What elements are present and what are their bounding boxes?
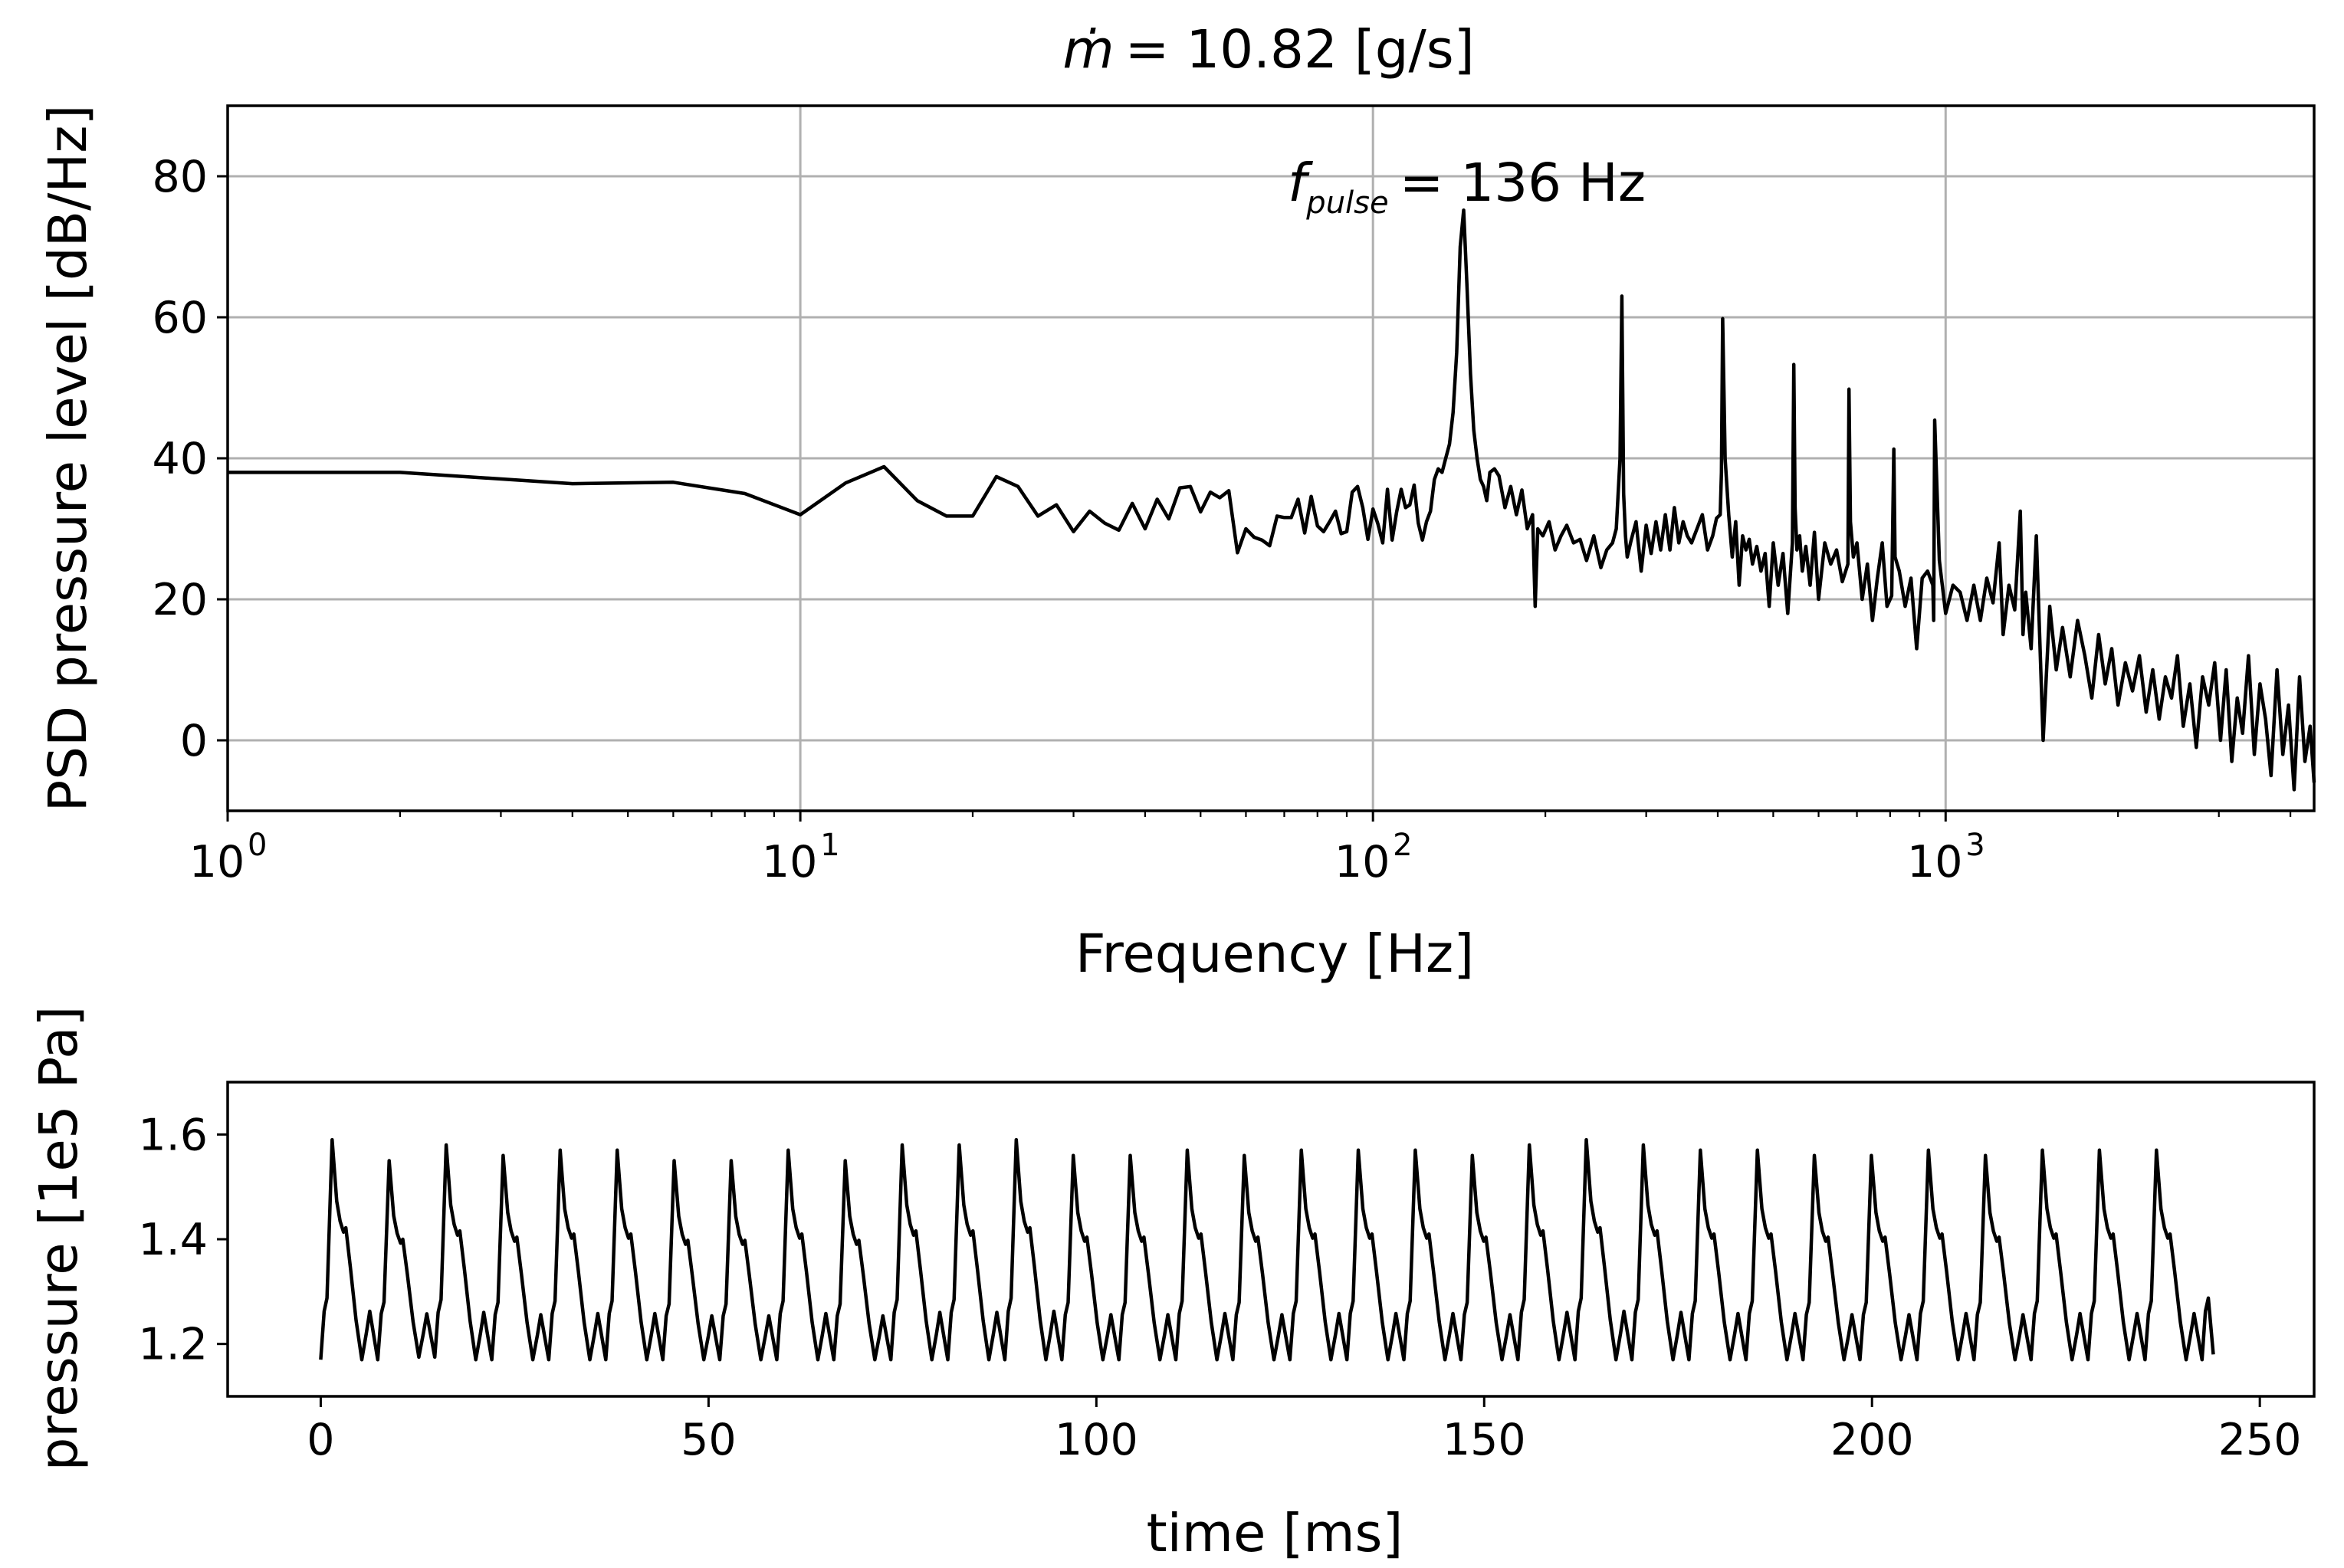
psd-y-tick-label: 40 [152,434,208,484]
psd-x-tick-label: 10 [1335,837,1390,887]
psd-x-tick-label: 10 [762,837,818,887]
psd-x-tick-exponent: 3 [1965,828,1985,863]
psd-x-tick-exponent: 2 [1393,828,1412,863]
psd-title: ṁ = 10.82 [g/s] [1062,19,1474,80]
psd-grid [226,106,2314,811]
psd-plot-frame [226,104,2316,812]
pressure-x-tick-label: 250 [2218,1415,2302,1465]
psd-series-line [228,208,2316,792]
pressure-ticks: 0 50 100 150 200 250 1.2 1.4 1.6 [138,1110,2301,1465]
pressure-y-tick-label: 1.4 [138,1215,208,1265]
pressure-x-tick-label: 0 [307,1415,334,1465]
annotation-value: = 136 Hz [1400,153,1646,214]
annotation-subscript: pulse [1305,185,1388,221]
pressure-x-tick-label: 100 [1055,1415,1138,1465]
psd-x-tick-label: 10 [1907,837,1963,887]
psd-y-tick-label: 0 [180,716,208,766]
psd-y-tick-label: 60 [152,293,208,343]
psd-x-tick-label: 10 [189,837,245,887]
pressure-y-axis-label: pressure [1e5 Pa] [28,1006,90,1471]
pressure-y-tick-label: 1.2 [138,1320,208,1370]
psd-x-tick-exponent: 0 [248,828,267,863]
psd-y-tick-label: 20 [152,575,208,625]
pressure-x-tick-label: 50 [681,1415,737,1465]
pressure-y-tick-label: 1.6 [138,1110,208,1160]
pressure-plot-frame [226,1081,2316,1398]
psd-x-tick-exponent: 1 [820,828,839,863]
pulse-frequency-annotation: fpulse = 136 Hz [1288,153,1646,221]
psd-y-tick-label: 80 [152,152,208,202]
pressure-x-tick-label: 200 [1830,1415,1914,1465]
psd-y-axis-label: PSD pressure level [dB/Hz] [38,105,99,812]
psd-title-value: = 10.82 [g/s] [1125,19,1475,80]
pressure-series-line [319,1137,2215,1362]
pressure-x-axis-label: time [ms] [1147,1503,1403,1564]
psd-x-axis-label: Frequency [Hz] [1075,923,1474,985]
pressure-x-tick-label: 150 [1443,1415,1526,1465]
psd-title-symbol: ṁ [1062,19,1114,80]
pressure-chart: 0 50 100 150 200 250 1.2 1.4 1.6 time [ms] press… [28,1006,2316,1564]
